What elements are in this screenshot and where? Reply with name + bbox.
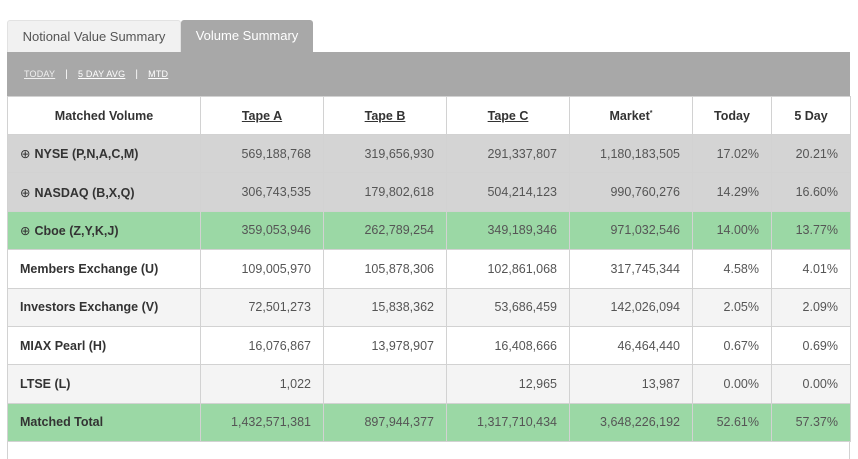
table-row: LTSE (L) 1,022 12,965 13,987 0.00% 0.00% [7, 364, 851, 404]
cell-tape-c: 53,686,459 [446, 287, 570, 327]
tab-notional-value-summary[interactable]: Notional Value Summary [7, 20, 181, 52]
cell-market: 142,026,094 [569, 287, 693, 327]
footnote-marker: * [649, 109, 653, 117]
cell-tape-a: 109,005,970 [200, 249, 324, 289]
five-day-avg-link[interactable]: 5 DAY AVG [78, 69, 126, 79]
cell-tape-b: 319,656,930 [323, 133, 447, 174]
cell-tape-c: 102,861,068 [446, 249, 570, 289]
cell-tape-b: 897,944,377 [323, 402, 447, 443]
cell-five-day: 0.00% [771, 364, 851, 404]
cell-market: 3,648,226,192 [569, 402, 693, 443]
expand-circle-plus-icon[interactable]: ⊕ [20, 185, 31, 200]
volume-summary-table: Matched Volume Tape A Tape B Tape C Mark… [7, 96, 851, 443]
cell-tape-a: 569,188,768 [200, 133, 324, 174]
cell-tape-c: 504,214,123 [446, 172, 570, 212]
cell-tape-c: 291,337,807 [446, 133, 570, 174]
cell-tape-a: 306,743,535 [200, 172, 324, 212]
cell-tape-c: 349,189,346 [446, 210, 570, 251]
cell-today: 0.00% [692, 364, 772, 404]
table-row[interactable]: ⊕ NYSE (P,N,A,C,M) 569,188,768 319,656,930 2… [7, 133, 851, 174]
row-label: NYSE (P,N,A,C,M) [34, 147, 139, 162]
cell-tape-b: 15,838,362 [323, 287, 447, 327]
row-name-cell: MIAX Pearl (H) [7, 325, 201, 366]
row-name-cell[interactable]: ⊕ NASDAQ (B,X,Q) [7, 172, 201, 212]
cell-tape-b [323, 364, 447, 404]
row-label: Cboe (Z,Y,K,J) [34, 223, 119, 238]
separator: | [65, 68, 68, 80]
mtd-link[interactable]: MTD [148, 69, 169, 79]
row-name-cell[interactable]: ⊕ NYSE (P,N,A,C,M) [7, 133, 201, 174]
cell-five-day: 2.09% [771, 287, 851, 327]
column-header-5-day: 5 Day [771, 96, 851, 135]
cell-today: 0.67% [692, 325, 772, 366]
cell-five-day: 0.69% [771, 325, 851, 366]
separator: | [135, 68, 139, 80]
row-label: Matched Total [20, 415, 104, 430]
cell-today: 17.02% [692, 133, 772, 174]
column-header-market: Market* [569, 96, 693, 135]
tab-bar: Notional Value Summary Volume Summary [7, 20, 313, 52]
cell-tape-a: 72,501,273 [200, 287, 324, 327]
row-name-cell[interactable]: ⊕ Cboe (Z,Y,K,J) [7, 210, 201, 251]
expand-circle-plus-icon[interactable]: ⊕ [20, 147, 31, 162]
cell-tape-c: 12,965 [446, 364, 570, 404]
table-header-row: Matched Volume Tape A Tape B Tape C Mark… [7, 96, 851, 135]
cell-market: 971,032,546 [569, 210, 693, 251]
cell-tape-b: 262,789,254 [323, 210, 447, 251]
row-name-cell: Matched Total [7, 402, 201, 443]
cell-tape-a: 16,076,867 [200, 325, 324, 366]
cell-market: 990,760,276 [569, 172, 693, 212]
sort-tape-a-link[interactable]: Tape A [241, 108, 283, 123]
cell-tape-b: 13,978,907 [323, 325, 447, 366]
row-label: NASDAQ (B,X,Q) [34, 185, 135, 200]
row-name-cell: LTSE (L) [7, 364, 201, 404]
cell-tape-c: 1,317,710,434 [446, 402, 570, 443]
row-name-cell: Investors Exchange (V) [7, 287, 201, 327]
today-link[interactable]: TODAY [24, 69, 56, 79]
column-header-today: Today [692, 96, 772, 135]
cell-today: 2.05% [692, 287, 772, 327]
cell-market: 46,464,440 [569, 325, 693, 366]
cell-five-day: 57.37% [771, 402, 851, 443]
cell-tape-b: 179,802,618 [323, 172, 447, 212]
column-header-tape-b[interactable]: Tape B [323, 96, 447, 135]
table-row: MIAX Pearl (H) 16,076,867 13,978,907 16,408… [7, 325, 851, 366]
table-row[interactable]: ⊕ Cboe (Z,Y,K,J) 359,053,946 262,789,254 349… [7, 210, 851, 251]
row-name-cell: Members Exchange (U) [7, 249, 201, 289]
cell-today: 14.00% [692, 210, 772, 251]
table-row: Investors Exchange (V) 72,501,273 15,838,3… [7, 287, 851, 327]
cell-five-day: 4.01% [771, 249, 851, 289]
table-bottom-edge [7, 442, 850, 459]
row-label: Investors Exchange (V) [20, 300, 159, 315]
tab-volume-summary[interactable]: Volume Summary [181, 20, 313, 52]
period-toolbar: TODAY | 5 DAY AVG | MTD [7, 52, 850, 96]
cell-market: 13,987 [569, 364, 693, 404]
cell-market: 1,180,183,505 [569, 133, 693, 174]
row-label: Members Exchange (U) [20, 261, 159, 276]
column-header-tape-c[interactable]: Tape C [446, 96, 570, 135]
row-label: LTSE (L) [20, 377, 71, 392]
cell-today: 14.29% [692, 172, 772, 212]
table-row: Members Exchange (U) 109,005,970 105,878,3… [7, 249, 851, 289]
cell-tape-a: 1,432,571,381 [200, 402, 324, 443]
cell-five-day: 20.21% [771, 133, 851, 174]
sort-tape-b-link[interactable]: Tape B [364, 108, 406, 123]
table-row: Matched Total 1,432,571,381 897,944,377 1,3… [7, 402, 851, 443]
cell-five-day: 16.60% [771, 172, 851, 212]
cell-today: 52.61% [692, 402, 772, 443]
sort-tape-c-link[interactable]: Tape C [487, 108, 529, 123]
column-header-tape-a[interactable]: Tape A [200, 96, 324, 135]
expand-circle-plus-icon[interactable]: ⊕ [20, 223, 31, 238]
cell-today: 4.58% [692, 249, 772, 289]
table-row[interactable]: ⊕ NASDAQ (B,X,Q) 306,743,535 179,802,618 504… [7, 172, 851, 212]
cell-tape-a: 359,053,946 [200, 210, 324, 251]
cell-tape-a: 1,022 [200, 364, 324, 404]
row-label: MIAX Pearl (H) [20, 338, 107, 353]
column-header-matched-volume: Matched Volume [7, 96, 201, 135]
cell-five-day: 13.77% [771, 210, 851, 251]
cell-tape-c: 16,408,666 [446, 325, 570, 366]
cell-market: 317,745,344 [569, 249, 693, 289]
cell-tape-b: 105,878,306 [323, 249, 447, 289]
market-header-label: Market [609, 108, 650, 123]
